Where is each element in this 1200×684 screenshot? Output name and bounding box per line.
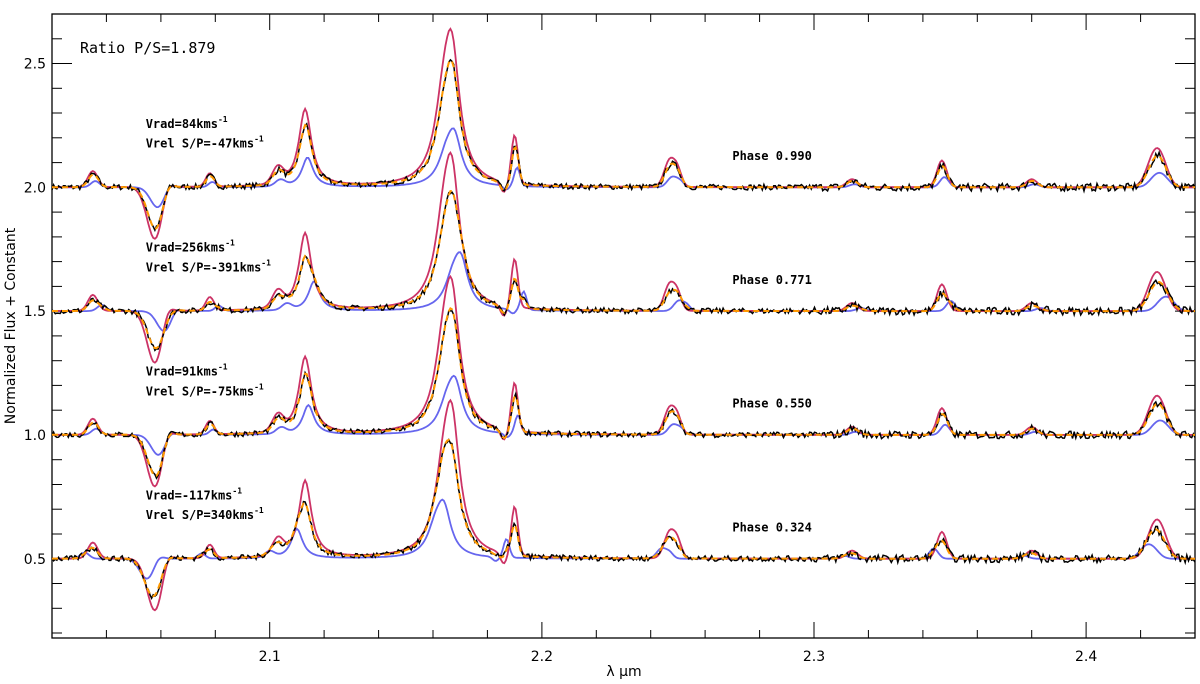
vrad-label: Vrad=84kms-1	[146, 115, 228, 131]
vrel-unit-superscript: -1	[254, 506, 264, 515]
vrad-label: Vrad=256kms-1	[146, 239, 235, 255]
phase-label: Phase 0.771	[732, 273, 811, 287]
ratio-label: Ratio P/S=1.879	[80, 39, 215, 57]
vrad-unit-superscript: -1	[218, 363, 228, 372]
y-tick-label: 1.0	[24, 428, 46, 444]
y-tick-label: 0.5	[24, 552, 46, 568]
x-tick-label: 2.1	[259, 649, 281, 665]
spectra-curves	[51, 27, 1196, 612]
primary-model-line	[52, 27, 1195, 240]
vrel-label: Vrel S/P=-47kms-1	[146, 135, 264, 151]
observed-spectrum-line	[51, 438, 1196, 600]
vrad-label: Vrad=-117kms-1	[146, 486, 243, 502]
vrel-label: Vrel S/P=340kms-1	[146, 506, 264, 522]
observed-spectrum-line	[51, 191, 1196, 352]
vrad-label: Vrad=91kms-1	[146, 363, 228, 379]
y-tick-label: 1.5	[24, 304, 46, 320]
combined-model-line	[52, 307, 1195, 477]
x-tick-label: 2.4	[1075, 649, 1097, 665]
panel-labels: Vrad=84kms-1 Vrel S/P=-47kms-1 Phase 0.990…	[146, 115, 812, 535]
vrel-unit-superscript: -1	[254, 135, 264, 144]
combined-model-line	[52, 438, 1195, 598]
y-tick-label: 2.0	[24, 180, 46, 196]
x-axis-label: λ μm	[606, 664, 641, 680]
observed-spectrum-line	[51, 309, 1196, 480]
vrad-unit-superscript: -1	[225, 239, 235, 248]
x-tick-label: 2.3	[803, 649, 825, 665]
phase-label: Phase 0.990	[732, 149, 811, 163]
combined-model-line	[52, 189, 1195, 350]
y-tick-label: 2.5	[24, 57, 46, 73]
vrel-unit-superscript: -1	[261, 259, 271, 268]
phase-label: Phase 0.550	[732, 397, 811, 411]
vrad-unit-superscript: -1	[232, 486, 242, 495]
plot-frame	[51, 13, 1196, 639]
x-axis-ticks: 2.1 2.2 2.3 2.4	[51, 14, 1196, 665]
vrad-unit-superscript: -1	[218, 115, 228, 124]
vrel-label: Vrel S/P=-391kms-1	[146, 259, 271, 275]
vrel-unit-superscript: -1	[254, 382, 264, 391]
phase-label: Phase 0.324	[732, 521, 811, 535]
x-tick-label: 2.2	[531, 649, 553, 665]
vrel-label: Vrel S/P=-75kms-1	[146, 382, 264, 398]
y-axis-label: Normalized Flux + Constant	[3, 227, 19, 424]
combined-model-line	[52, 58, 1195, 230]
